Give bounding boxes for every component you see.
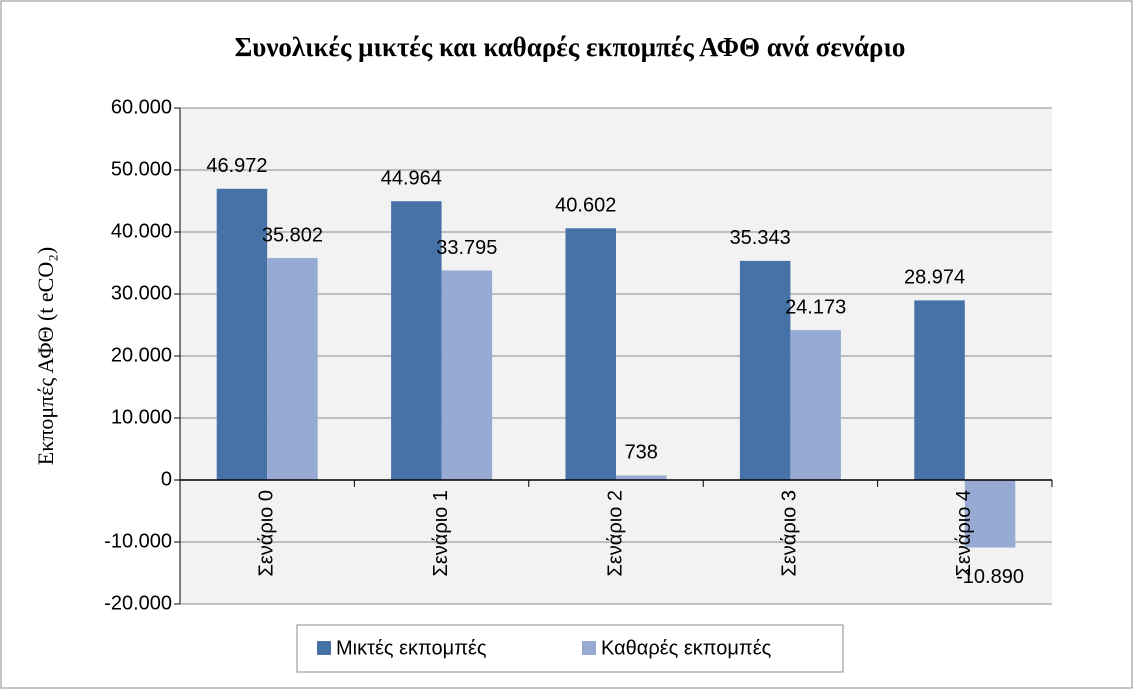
bar [391,201,442,480]
y-tick-label: 0 [161,468,172,490]
x-tick-label: Σενάριο 0 [255,490,277,576]
y-tick-label: 60.000 [111,96,172,118]
legend-label: Καθαρές εκπομπές [601,637,772,659]
data-label: 24.173 [785,296,846,318]
data-label: 35.343 [730,227,791,249]
x-tick-label: Σενάριο 3 [779,490,801,576]
data-label: -10.890 [956,566,1024,588]
legend-box [296,624,844,673]
bar [739,260,791,480]
bar [565,228,616,480]
bar [914,300,965,480]
y-tick-label: 20.000 [111,344,172,366]
y-tick-label: -20.000 [104,592,172,614]
data-label: 33.795 [436,237,497,259]
bar [790,330,841,480]
legend-label: Μικτές εκπομπές [336,637,487,659]
bar [964,480,1016,548]
bar [267,258,318,480]
y-tick-label: 40.000 [111,220,172,242]
data-label: 44.964 [381,168,442,190]
data-label: 40.602 [555,195,616,217]
y-tick-label: 30.000 [111,282,172,304]
legend-marker [317,641,331,655]
y-axis-label: Εκπομπές ΑΦΘ (t eCO₂) [33,247,58,466]
y-tick-label: 10.000 [111,406,172,428]
data-label: 35.802 [262,224,323,246]
data-label: 738 [625,442,658,464]
x-tick-label: Σενάριο 1 [430,490,452,576]
x-tick-label: Σενάριο 4 [953,490,975,576]
chart-title: Συνολικές μικτές και καθαρές εκπομπές ΑΦ… [235,32,906,62]
y-tick-label: 50.000 [111,158,172,180]
legend-marker [582,641,596,655]
data-label: 46.972 [206,155,267,177]
x-tick-label: Σενάριο 2 [604,490,626,576]
bar [616,475,667,480]
bar [216,188,268,480]
bar [441,270,493,480]
y-tick-label: -10.000 [104,530,172,552]
data-label: 28.974 [904,267,965,289]
